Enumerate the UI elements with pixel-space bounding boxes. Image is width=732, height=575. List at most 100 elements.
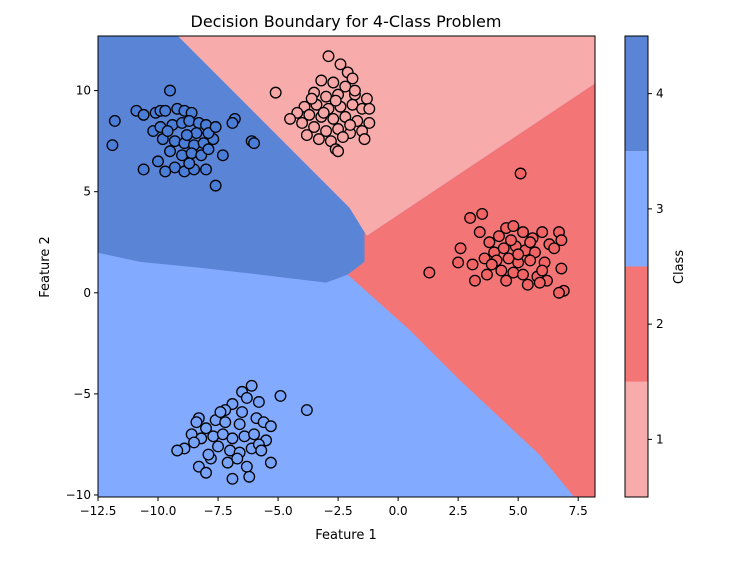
point-class-4 [209,179,222,192]
point-class-3 [226,472,239,485]
point-class-2 [521,278,534,291]
point-class-1 [327,76,340,89]
point-class-3 [212,440,224,453]
colorbar-segment-4 [625,36,648,152]
colorbar-frame [624,35,649,498]
point-class-2 [454,242,467,255]
x-tick-label: 0.0 [389,504,408,518]
point-class-2 [548,242,561,255]
point-class-4 [209,121,222,133]
point-class-2 [485,258,498,271]
point-class-2 [533,276,546,289]
point-class-2 [423,266,436,279]
point-class-1 [360,92,373,105]
colorbar: 1 2 3 4 [624,35,664,498]
point-class-3 [248,428,261,441]
point-class-2 [514,167,527,180]
point-class-2 [524,254,537,267]
point-class-3 [274,389,287,402]
point-class-3 [214,406,227,419]
point-class-3 [264,456,277,469]
x-tick-label: −12.5 [80,504,117,518]
point-class-3 [226,432,239,445]
point-class-3 [207,430,220,443]
point-class-1 [344,119,357,131]
point-class-1 [296,116,309,129]
x-tick-label: 5.0 [509,504,528,518]
point-class-2 [536,226,549,239]
point-class-2 [507,220,520,233]
point-class-2 [493,230,505,243]
point-class-1 [269,86,282,99]
point-class-1 [317,106,330,119]
point-class-4 [190,127,203,140]
point-class-4 [106,139,119,152]
point-class-2 [497,242,510,255]
region-class-4 [98,36,365,283]
colorbar-tick-label: 4 [656,87,664,101]
point-class-3 [238,430,251,443]
x-tick-label: −2.5 [324,504,353,518]
x-tick-label: −7.5 [203,504,232,518]
point-class-1 [312,133,325,146]
colorbar-tick-label: 3 [656,202,664,216]
colorbar-segment-1 [625,381,648,497]
point-class-3 [171,444,184,457]
point-class-2 [473,226,486,239]
y-tick-label: −5 [73,387,91,401]
x-tick-label: −5.0 [264,504,293,518]
colorbar-segment-3 [625,151,648,267]
colorbar-label: Class [672,250,687,284]
point-class-2 [469,274,481,287]
point-class-3 [188,436,200,449]
point-class-4 [137,108,150,121]
point-class-3 [190,416,203,429]
point-class-2 [466,258,479,271]
point-class-3 [200,422,212,435]
point-class-3 [219,416,232,429]
point-class-2 [495,264,508,277]
point-class-2 [464,212,477,224]
point-class-1 [327,112,340,125]
point-class-1 [358,133,371,146]
point-class-4 [226,116,239,129]
point-class-3 [233,418,246,431]
point-class-2 [452,256,465,269]
point-class-4 [159,165,172,178]
region-class-1 [177,36,595,236]
point-class-1 [329,94,342,107]
y-tick-label: −10 [66,488,91,502]
point-class-3 [245,379,258,392]
colorbar-tick-label: 2 [656,317,664,331]
point-class-2 [476,207,489,220]
point-class-4 [248,137,261,150]
point-class-4 [108,114,121,127]
point-class-2 [517,226,529,239]
point-class-3 [202,448,215,461]
chart-title: Decision Boundary for 4-Class Problem [191,12,502,31]
point-class-2 [483,236,496,249]
plot-frame [97,35,596,498]
point-class-3 [255,444,268,457]
point-class-2 [553,286,565,299]
point-class-4 [168,135,181,148]
point-class-2 [512,248,525,261]
point-class-1 [284,112,297,125]
point-class-2 [524,236,537,249]
point-class-1 [300,129,313,142]
point-class-4 [200,163,212,176]
point-class-4 [164,145,176,158]
x-axis-label: Feature 1 [315,528,377,543]
colorbar-tick-label: 1 [656,432,664,446]
scatter-points [106,50,570,485]
point-class-3 [236,406,249,419]
point-class-1 [303,108,316,121]
point-class-4 [183,157,196,170]
x-tick-label: 2.5 [449,504,468,518]
point-class-1 [315,74,328,87]
colorbar-segment-2 [625,266,648,382]
x-axis: −12.5 −10.0 −7.5 −5.0 −2.5 0.0 2.5 5.0 7.5 [80,497,588,518]
y-tick-label: 10 [76,84,91,98]
x-tick-label: −10.0 [140,504,177,518]
